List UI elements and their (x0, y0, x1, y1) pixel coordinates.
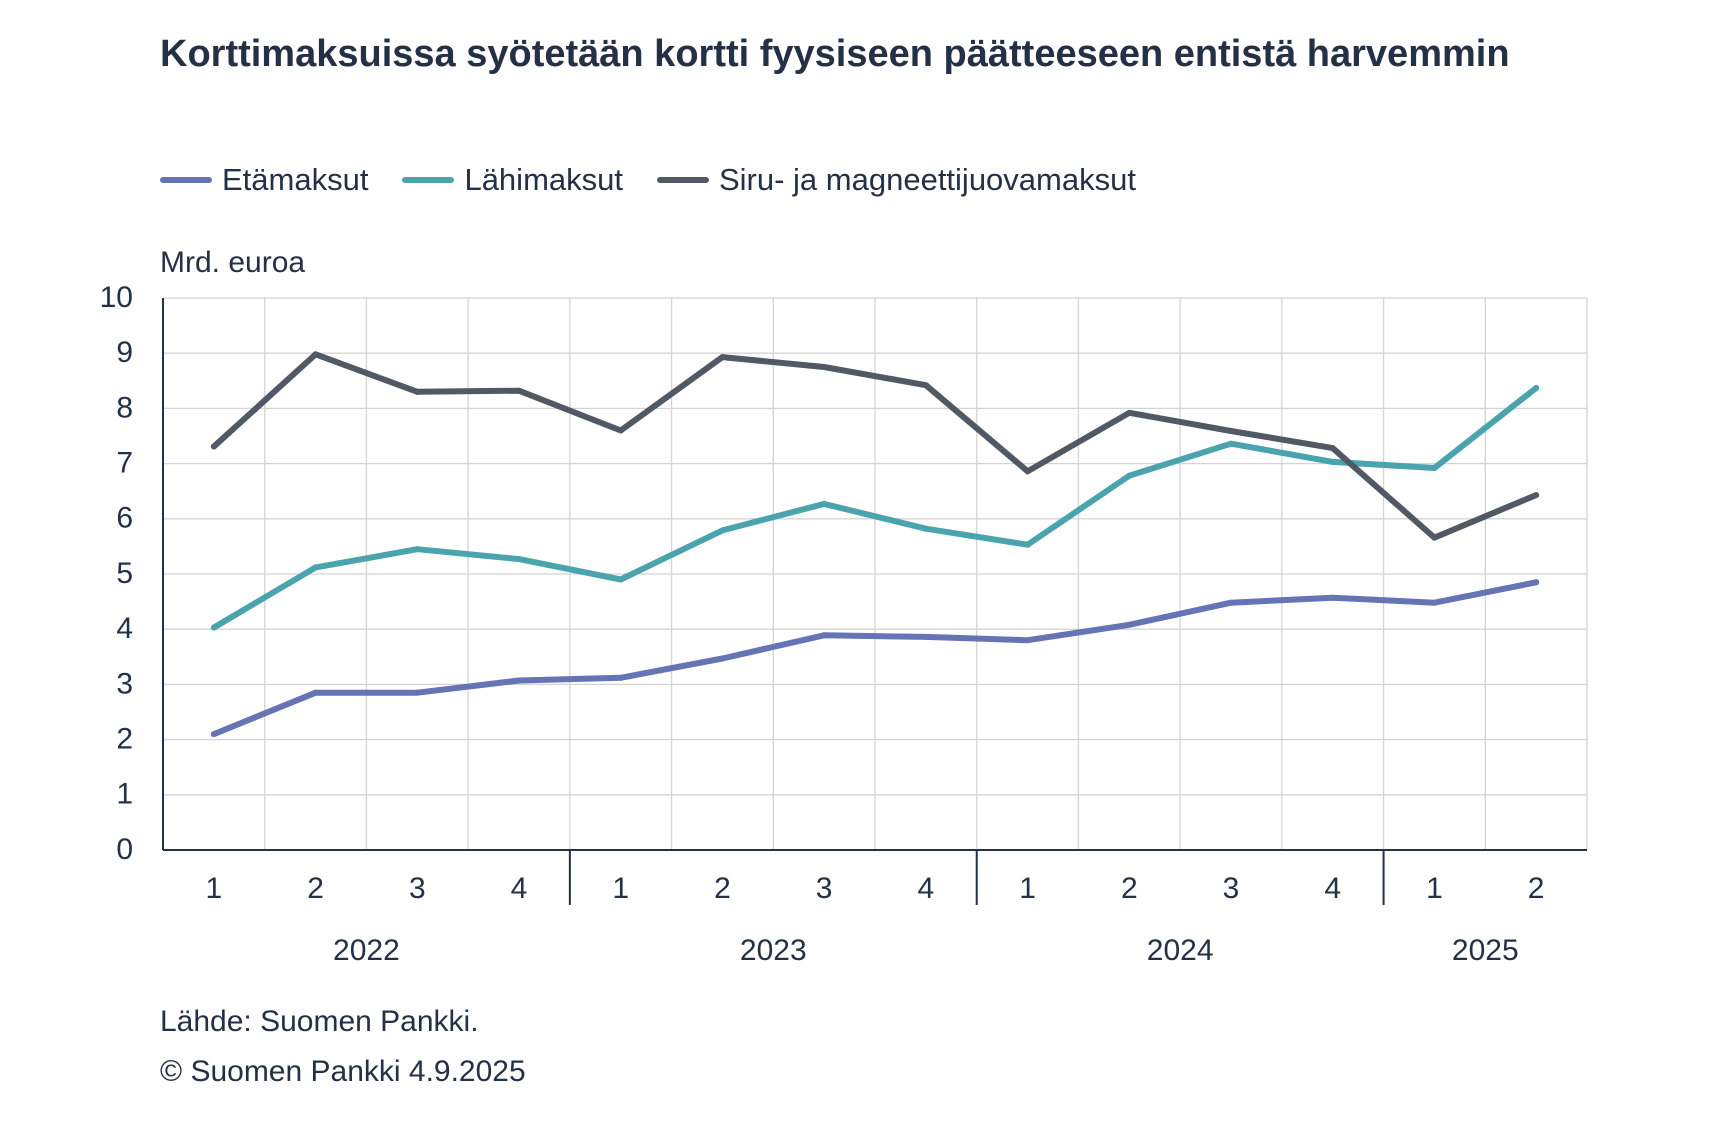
data-point-series-1 (719, 655, 726, 662)
x-tick-label-year: 2022 (333, 934, 400, 967)
data-point-series-3 (210, 443, 217, 450)
data-point-series-3 (516, 387, 522, 394)
data-point-series-2 (516, 556, 522, 563)
x-tick-label-quarter: 1 (612, 872, 629, 905)
x-tick-label-quarter: 1 (1426, 872, 1443, 905)
data-point-series-3 (821, 364, 828, 370)
x-tick-label-year: 2023 (740, 934, 807, 967)
legend-swatch-lahimaksut (402, 177, 455, 183)
legend-item-lahimaksut: Lähimaksut (402, 162, 623, 198)
y-tick-label: 5 (116, 557, 133, 590)
data-point-series-1 (1126, 621, 1133, 628)
x-tick-label-quarter: 4 (918, 872, 935, 905)
x-tick-label-year: 2025 (1452, 934, 1519, 967)
legend-label-siru-ja-magneettijuovamaksut: Siru- ja magneettijuovamaksut (718, 162, 1136, 197)
data-point-series-2 (719, 527, 726, 534)
y-tick-label: 10 (100, 281, 133, 314)
data-point-series-3 (1024, 468, 1031, 475)
data-point-series-1 (1533, 579, 1540, 586)
data-point-series-1 (1024, 637, 1031, 644)
data-point-series-2 (1228, 440, 1234, 447)
series-line-1 (210, 579, 1540, 738)
data-point-series-3 (312, 351, 319, 358)
data-point-series-2 (922, 525, 929, 532)
source-note: Lähde: Suomen Pankki. (160, 1005, 479, 1038)
x-tick-label-quarter: 1 (206, 872, 223, 905)
x-tick-label-year: 2024 (1147, 934, 1214, 967)
data-point-series-1 (516, 677, 522, 684)
data-point-series-2 (414, 546, 421, 553)
data-point-series-2 (1533, 384, 1540, 391)
data-point-series-2 (1024, 541, 1031, 548)
data-point-series-3 (1126, 409, 1133, 416)
y-tick-label: 4 (116, 612, 133, 645)
data-point-series-2 (1126, 472, 1133, 479)
x-tick-label-quarter: 3 (816, 872, 833, 905)
y-axis-unit-label: Mrd. euroa (160, 246, 306, 279)
data-point-series-1 (617, 674, 624, 681)
data-point-series-1 (210, 731, 217, 738)
data-point-series-1 (1329, 594, 1336, 601)
y-tick-label: 7 (116, 447, 133, 480)
y-tick-label: 0 (116, 833, 133, 866)
y-tick-label: 1 (116, 778, 133, 811)
data-point-series-1 (312, 689, 319, 696)
x-tick-label-quarter: 2 (307, 872, 324, 905)
data-point-series-3 (719, 354, 726, 361)
x-tick-label-quarter: 4 (1324, 872, 1341, 905)
x-tick-label-quarter: 4 (511, 872, 528, 905)
x-tick-label-quarter: 3 (1223, 872, 1240, 905)
data-point-series-3 (1431, 534, 1438, 541)
legend-item-siru-ja-magneettijuovamaksut: Siru- ja magneettijuovamaksut (656, 162, 1136, 198)
x-tick-label-quarter: 3 (409, 872, 426, 905)
x-tick-label-quarter: 2 (714, 872, 731, 905)
chart-title: Korttimaksuissa syötetään kortti fyysise… (160, 33, 1510, 75)
data-point-series-3 (1533, 492, 1540, 499)
data-point-series-3 (617, 427, 624, 434)
data-point-series-3 (922, 382, 929, 389)
series-line-2 (210, 385, 1540, 631)
data-point-series-2 (210, 624, 217, 631)
y-tick-label: 9 (116, 336, 133, 369)
data-point-series-1 (1431, 599, 1438, 606)
data-point-series-2 (821, 500, 828, 507)
legend-swatch-etamaksut (160, 177, 212, 183)
data-point-series-1 (821, 632, 828, 639)
legend-swatch-siru-ja-magneettijuovamaksut (656, 177, 709, 183)
data-point-series-3 (1329, 445, 1336, 452)
x-tick-label-quarter: 2 (1528, 872, 1545, 905)
data-point-series-3 (1228, 428, 1234, 435)
data-point-series-2 (1329, 458, 1336, 465)
data-point-series-1 (414, 689, 421, 696)
copyright-note: © Suomen Pankki 4.9.2025 (160, 1055, 526, 1088)
data-point-series-2 (617, 576, 624, 583)
data-point-series-1 (1228, 599, 1234, 606)
x-tick-label-quarter: 2 (1121, 872, 1138, 905)
legend-label-etamaksut: Etämaksut (222, 162, 369, 197)
series-line-3 (210, 351, 1540, 541)
chart-legend: Etämaksut Lähimaksut Siru- ja magneettij… (160, 162, 1136, 198)
data-point-series-2 (1431, 465, 1438, 472)
x-tick-label-quarter: 1 (1019, 872, 1036, 905)
data-point-series-3 (414, 388, 421, 395)
y-tick-label: 6 (116, 502, 133, 535)
y-tick-label: 8 (116, 391, 133, 424)
legend-label-lahimaksut: Lähimaksut (464, 162, 623, 197)
y-tick-label: 3 (116, 667, 133, 700)
data-point-series-1 (922, 633, 929, 640)
y-tick-label: 2 (116, 723, 133, 756)
legend-item-etamaksut: Etämaksut (160, 162, 368, 198)
data-point-series-2 (312, 564, 319, 571)
